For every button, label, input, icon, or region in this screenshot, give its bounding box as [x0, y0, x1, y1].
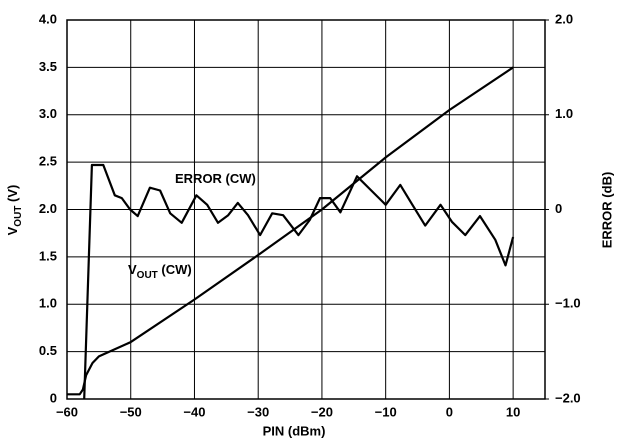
y-tick-label: 3.0 — [39, 106, 57, 121]
y-tick-label: 4.0 — [39, 11, 57, 26]
y-label-part: OUT — [13, 206, 24, 227]
x-tick-label: −50 — [120, 404, 142, 419]
y2-tick-label: 2.0 — [555, 11, 573, 26]
plot-frame — [66, 19, 546, 400]
y-tick-label: 3.5 — [39, 59, 57, 74]
annotation: VOUT (CW) — [128, 262, 192, 280]
y-axis-label: VOUT (V) — [5, 185, 23, 236]
annotation: ERROR (CW) — [175, 171, 256, 186]
x-tick-label: 0 — [446, 404, 453, 419]
y2-tick-label: 1.0 — [555, 106, 573, 121]
y-tick-label: 1.5 — [39, 248, 57, 263]
series-line — [67, 66, 514, 396]
x-tick-label: 10 — [506, 404, 520, 419]
y2-axis-label: ERROR (dB) — [599, 172, 614, 249]
x-tick-label: −10 — [375, 404, 397, 419]
series-line — [83, 163, 515, 400]
y2-tick-label: −2.0 — [555, 390, 581, 405]
y2-tick-label: −1.0 — [555, 296, 581, 311]
annotation-part: ERROR (CW) — [175, 171, 256, 186]
x-axis-label: PIN (dBm) — [263, 423, 326, 438]
annotation-part: (CW) — [158, 262, 192, 277]
y-tick-label: 1.0 — [39, 296, 57, 311]
x-tick-label: −30 — [247, 404, 269, 419]
y-tick-label: 2.5 — [39, 154, 57, 169]
y-tick-label: 2.0 — [39, 201, 57, 216]
annotation-part: V — [128, 262, 137, 277]
y-tick-label: 0.5 — [39, 343, 57, 358]
y-tick-label: 0 — [50, 390, 57, 405]
y2-tick-label: 0 — [555, 201, 562, 216]
x-tick-label: −40 — [183, 404, 205, 419]
y-label-part: (V) — [5, 185, 20, 206]
annotation-part: OUT — [137, 270, 158, 281]
x-tick-label: −60 — [56, 404, 78, 419]
x-tick-label: −20 — [311, 404, 333, 419]
y-label-part: V — [5, 226, 20, 235]
